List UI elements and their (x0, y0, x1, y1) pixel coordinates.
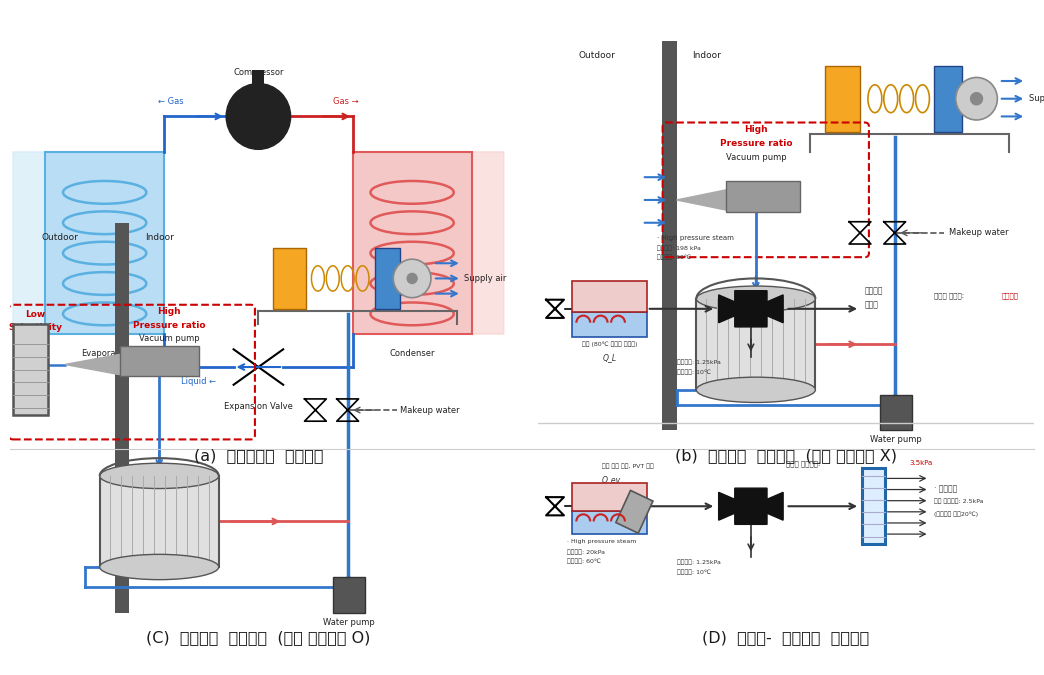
Text: Makeup water: Makeup water (949, 228, 1009, 238)
Circle shape (955, 78, 997, 120)
Bar (726, 181, 801, 212)
Ellipse shape (696, 286, 815, 311)
Text: Indoor: Indoor (145, 233, 173, 242)
Polygon shape (718, 488, 783, 524)
Text: Supply air: Supply air (465, 274, 506, 283)
Text: · High pressure steam: · High pressure steam (568, 539, 637, 544)
Text: Indoor: Indoor (692, 51, 720, 59)
Polygon shape (677, 190, 726, 210)
Bar (934, 66, 962, 132)
Text: Q_L: Q_L (602, 354, 617, 362)
Text: Pressure ratio: Pressure ratio (133, 321, 206, 330)
Bar (662, 40, 677, 431)
Text: Water pump: Water pump (870, 435, 922, 444)
Ellipse shape (99, 554, 219, 580)
Text: Condenser: Condenser (389, 350, 435, 358)
Text: 펌프온도: 10℃: 펌프온도: 10℃ (677, 570, 710, 575)
Text: 스팀온도: 60℃: 스팀온도: 60℃ (657, 254, 690, 260)
Text: Compressor: Compressor (233, 68, 284, 78)
Bar (862, 468, 885, 544)
Bar (572, 512, 646, 534)
Bar (572, 312, 646, 337)
Text: Makeup water: Makeup water (400, 406, 459, 414)
Text: Liquid ←: Liquid ← (182, 377, 216, 386)
Text: Water pump: Water pump (323, 618, 375, 626)
Text: Outdoor: Outdoor (42, 233, 78, 242)
Circle shape (407, 273, 418, 284)
Text: 펌프온도: 10℃: 펌프온도: 10℃ (677, 370, 710, 375)
Text: 펌프압력: 1.25kPa: 펌프압력: 1.25kPa (677, 360, 720, 365)
Bar (115, 223, 129, 613)
Bar (572, 281, 646, 312)
Bar (572, 483, 646, 512)
Text: Pressure ratio: Pressure ratio (719, 139, 792, 148)
Text: 이젝터 출구압:: 이젝터 출구압: (934, 293, 967, 300)
Text: 유기압력: 유기압력 (1001, 293, 1018, 300)
FancyArrow shape (375, 152, 504, 334)
Text: Selectivity: Selectivity (8, 323, 63, 331)
Bar (825, 66, 860, 132)
Text: Evaporator: Evaporator (81, 350, 127, 358)
Bar (100, 476, 219, 567)
Text: Supply air: Supply air (1028, 95, 1044, 103)
Bar (333, 577, 365, 613)
Text: Low: Low (25, 310, 45, 319)
Text: (진공포트 출구20℃): (진공포트 출구20℃) (934, 511, 978, 516)
Bar (375, 248, 400, 309)
Ellipse shape (696, 377, 815, 402)
Bar (274, 248, 306, 309)
Ellipse shape (99, 463, 219, 489)
Circle shape (971, 92, 982, 105)
Text: 펌프압력: 1.25kPa: 펌프압력: 1.25kPa (677, 560, 720, 565)
Text: 열원 타이 열원, PVT 패널: 열원 타이 열원, PVT 패널 (602, 463, 654, 469)
Text: 펌프 (80℃ 이하의 보일러): 펌프 (80℃ 이하의 보일러) (582, 342, 637, 348)
Text: (D)  이젝터-  멤브레인  히트펌프: (D) 이젝터- 멤브레인 히트펌프 (702, 630, 870, 645)
Text: 보수기: 보수기 (864, 300, 879, 309)
Circle shape (227, 84, 290, 149)
Circle shape (394, 259, 431, 298)
Text: 포리 수분활압: 2.5kPa: 포리 수분활압: 2.5kPa (934, 498, 983, 504)
Bar (880, 395, 912, 431)
Text: (a)  증기압축식  히트펌프: (a) 증기압축식 히트펌프 (193, 448, 324, 463)
Text: Vacuum pump: Vacuum pump (726, 153, 786, 162)
FancyArrow shape (13, 152, 142, 334)
Text: Gas →: Gas → (333, 97, 358, 107)
Bar (696, 298, 815, 389)
Text: 3.5kPa: 3.5kPa (909, 460, 933, 466)
Text: · High pressure steam: · High pressure steam (657, 236, 734, 242)
Bar (45, 152, 164, 334)
Text: 스팀압력: 20kPa: 스팀압력: 20kPa (568, 549, 606, 555)
Text: Expansion Valve: Expansion Valve (224, 402, 292, 412)
Text: 대기로는: 대기로는 (864, 287, 883, 296)
Text: 스팀온도: 60℃: 스팀온도: 60℃ (568, 558, 601, 564)
Text: (C)  멤브레인  히트펌프  (토출 멤브레인 O): (C) 멤브레인 히트펌프 (토출 멤브레인 O) (146, 630, 371, 645)
Bar (253, 70, 264, 85)
Text: ← Gas: ← Gas (159, 97, 184, 107)
Text: 이젝터 출구압력:: 이젝터 출구압력: (785, 460, 823, 466)
Bar (13, 324, 48, 415)
Text: (b)  멤브레인  히트펌프  (토출 멤브레인 X): (b) 멤브레인 히트펌프 (토출 멤브레인 X) (674, 448, 897, 463)
Bar (353, 152, 472, 334)
Text: Vacuum pump: Vacuum pump (139, 334, 199, 344)
Bar (119, 346, 198, 376)
Bar (616, 491, 652, 533)
Text: Outdoor: Outdoor (578, 51, 616, 59)
Text: High: High (158, 307, 181, 317)
Text: 스팀압력: 198 kPa: 스팀압력: 198 kPa (657, 246, 701, 251)
Polygon shape (65, 354, 119, 375)
Text: · 멤브레인: · 멤브레인 (934, 484, 957, 493)
Text: Q_ev: Q_ev (602, 475, 621, 484)
Text: High: High (744, 125, 767, 134)
Polygon shape (718, 291, 783, 327)
